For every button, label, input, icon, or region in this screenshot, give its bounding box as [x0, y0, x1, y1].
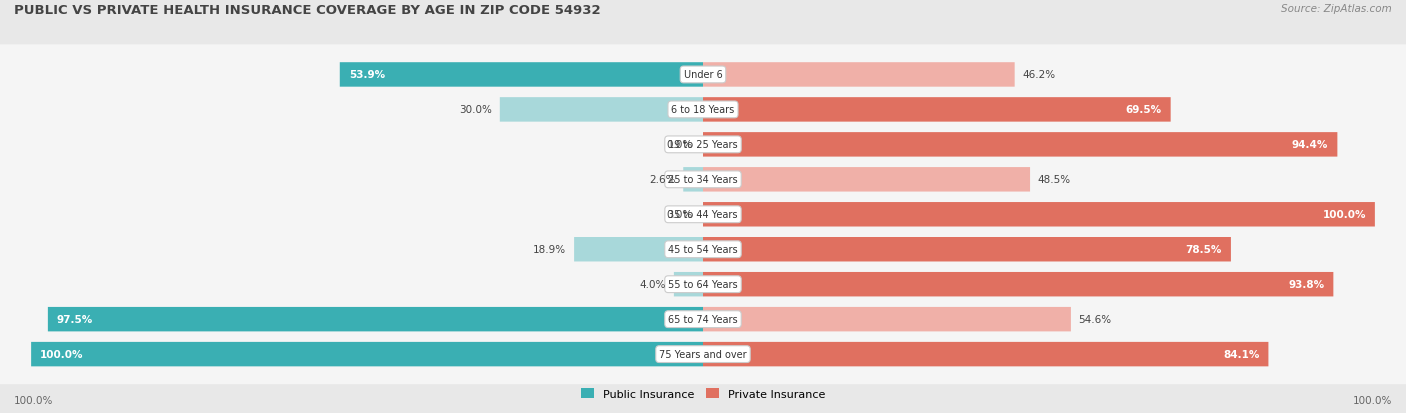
FancyBboxPatch shape — [1, 271, 1406, 301]
FancyBboxPatch shape — [0, 150, 1406, 210]
Text: 53.9%: 53.9% — [349, 70, 385, 80]
Text: 45 to 54 Years: 45 to 54 Years — [668, 244, 738, 255]
Text: 4.0%: 4.0% — [640, 280, 666, 290]
FancyBboxPatch shape — [1, 236, 1406, 266]
FancyBboxPatch shape — [340, 63, 703, 88]
FancyBboxPatch shape — [703, 63, 1015, 88]
Text: 75 Years and over: 75 Years and over — [659, 349, 747, 359]
Text: Under 6: Under 6 — [683, 70, 723, 80]
FancyBboxPatch shape — [703, 307, 1071, 332]
Text: 84.1%: 84.1% — [1223, 349, 1260, 359]
FancyBboxPatch shape — [703, 237, 1230, 262]
Text: 30.0%: 30.0% — [460, 105, 492, 115]
Text: 94.4%: 94.4% — [1292, 140, 1329, 150]
Text: 35 to 44 Years: 35 to 44 Years — [668, 210, 738, 220]
Text: 55 to 64 Years: 55 to 64 Years — [668, 280, 738, 290]
FancyBboxPatch shape — [0, 185, 1406, 245]
Text: 19 to 25 Years: 19 to 25 Years — [668, 140, 738, 150]
FancyBboxPatch shape — [0, 80, 1406, 140]
FancyBboxPatch shape — [0, 254, 1406, 315]
FancyBboxPatch shape — [703, 342, 1268, 366]
Text: 69.5%: 69.5% — [1125, 105, 1161, 115]
Text: 100.0%: 100.0% — [1322, 210, 1365, 220]
Text: 54.6%: 54.6% — [1078, 314, 1112, 324]
FancyBboxPatch shape — [0, 290, 1406, 349]
Text: 65 to 74 Years: 65 to 74 Years — [668, 314, 738, 324]
FancyBboxPatch shape — [0, 115, 1406, 175]
Text: 78.5%: 78.5% — [1185, 244, 1222, 255]
FancyBboxPatch shape — [673, 272, 703, 297]
FancyBboxPatch shape — [1, 201, 1406, 231]
FancyBboxPatch shape — [574, 237, 703, 262]
Text: 48.5%: 48.5% — [1038, 175, 1071, 185]
Text: 100.0%: 100.0% — [1353, 395, 1392, 405]
FancyBboxPatch shape — [1, 96, 1406, 126]
FancyBboxPatch shape — [703, 98, 1171, 122]
Text: 2.6%: 2.6% — [650, 175, 675, 185]
Text: 0.0%: 0.0% — [666, 210, 693, 220]
FancyBboxPatch shape — [1, 340, 1406, 370]
FancyBboxPatch shape — [31, 342, 703, 366]
FancyBboxPatch shape — [1, 306, 1406, 335]
Legend: Public Insurance, Private Insurance: Public Insurance, Private Insurance — [576, 384, 830, 404]
Text: 25 to 34 Years: 25 to 34 Years — [668, 175, 738, 185]
Text: 46.2%: 46.2% — [1022, 70, 1056, 80]
FancyBboxPatch shape — [0, 45, 1406, 105]
FancyBboxPatch shape — [683, 168, 703, 192]
Text: 0.0%: 0.0% — [666, 140, 693, 150]
FancyBboxPatch shape — [1, 131, 1406, 161]
Text: 18.9%: 18.9% — [533, 244, 567, 255]
FancyBboxPatch shape — [703, 202, 1375, 227]
FancyBboxPatch shape — [1, 61, 1406, 91]
FancyBboxPatch shape — [499, 98, 703, 122]
Text: 6 to 18 Years: 6 to 18 Years — [672, 105, 734, 115]
Text: 100.0%: 100.0% — [41, 349, 84, 359]
FancyBboxPatch shape — [48, 307, 703, 332]
FancyBboxPatch shape — [703, 168, 1031, 192]
FancyBboxPatch shape — [0, 220, 1406, 280]
FancyBboxPatch shape — [703, 133, 1337, 157]
Text: PUBLIC VS PRIVATE HEALTH INSURANCE COVERAGE BY AGE IN ZIP CODE 54932: PUBLIC VS PRIVATE HEALTH INSURANCE COVER… — [14, 4, 600, 17]
Text: 100.0%: 100.0% — [14, 395, 53, 405]
FancyBboxPatch shape — [703, 272, 1333, 297]
FancyBboxPatch shape — [0, 324, 1406, 384]
Text: Source: ZipAtlas.com: Source: ZipAtlas.com — [1281, 4, 1392, 14]
Text: 97.5%: 97.5% — [56, 314, 93, 324]
Text: 93.8%: 93.8% — [1288, 280, 1324, 290]
FancyBboxPatch shape — [1, 166, 1406, 196]
